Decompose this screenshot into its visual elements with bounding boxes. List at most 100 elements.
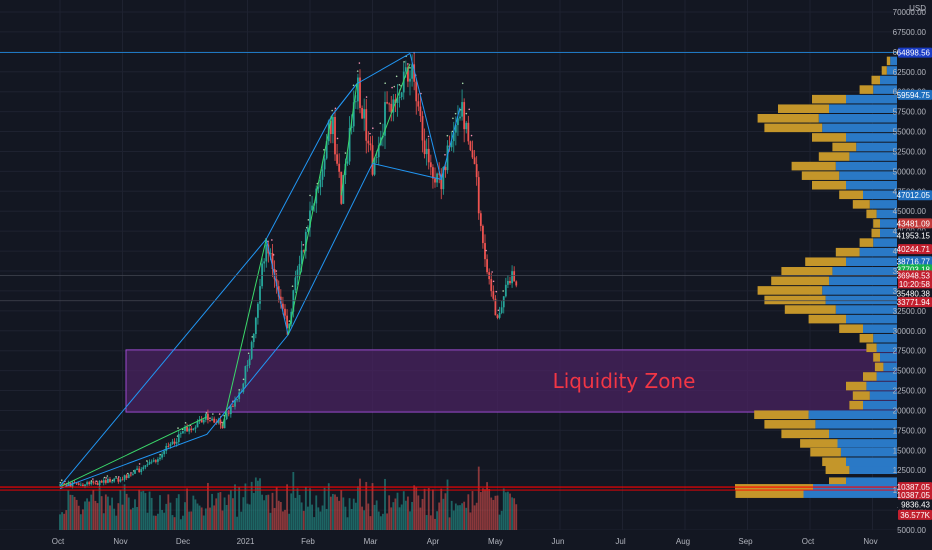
volume-bar-158 [388, 495, 391, 530]
candle-body-208 [492, 291, 495, 299]
vp-up-6 [829, 429, 897, 439]
signal-dot-143 [356, 70, 359, 72]
vp-down-29 [866, 209, 877, 219]
candle-body-65 [194, 427, 197, 429]
y-tick-7: 52500.00 [893, 147, 927, 156]
volume-bar-141 [352, 498, 355, 530]
volume-bar-198 [471, 491, 474, 530]
candle-body-66 [196, 421, 199, 428]
candle-body-68 [200, 419, 203, 423]
vp-up-0 [803, 489, 897, 498]
candle-body-191 [457, 118, 459, 126]
signal-dot-154 [379, 122, 382, 125]
signal-dot-57 [177, 427, 179, 429]
volume-bar-62 [188, 511, 191, 530]
y-tick-26: 5000.00 [897, 526, 926, 535]
candle-body-117 [302, 250, 305, 252]
signal-dot-165 [403, 61, 405, 63]
volume-bar-197 [469, 512, 472, 530]
candle-body-20 [100, 480, 103, 483]
y-tick-19: 22500.00 [893, 387, 927, 396]
vp-up-17 [863, 324, 897, 333]
volume-bar-65 [194, 499, 197, 530]
candle-body-49 [161, 454, 163, 458]
volume-bar-120 [309, 488, 311, 530]
volume-bar-189 [452, 510, 455, 530]
signal-dot-16 [92, 478, 94, 480]
volume-bar-77 [219, 492, 222, 530]
vp-down-12 [863, 372, 877, 381]
candle-body-167 [407, 67, 409, 82]
candle-body-136 [342, 175, 345, 204]
vp-up-7 [815, 420, 897, 429]
candle-body-27 [115, 477, 118, 479]
candle-body-3 [65, 484, 68, 486]
candle-body-57 [177, 434, 180, 443]
volume-bar-169 [411, 501, 413, 530]
horizontal-lines [0, 52, 897, 491]
y-tick-8: 50000.00 [893, 167, 927, 176]
candle-body-205 [486, 259, 488, 273]
candle-body-2 [63, 483, 66, 485]
volume-bar-66 [196, 503, 199, 530]
candle-body-77 [219, 419, 222, 425]
vp-up-13 [883, 362, 897, 372]
pattern-line-3 [331, 83, 358, 116]
candle-body-35 [132, 473, 134, 475]
signal-dot-207 [491, 271, 493, 273]
volume-bar-161 [394, 498, 397, 530]
volume-bar-85 [236, 516, 238, 530]
volume-bar-48 [159, 495, 161, 530]
volume-bar-17 [94, 500, 97, 530]
candle-body-184 [442, 167, 445, 190]
candle-body-55 [173, 441, 176, 444]
volume-bar-203 [482, 488, 484, 530]
volume-bar-140 [350, 509, 353, 530]
y-tick-16: 30000.00 [893, 327, 927, 336]
vp-up-2 [849, 465, 897, 475]
price-badge-13 [898, 489, 932, 500]
candle-body-16 [92, 481, 95, 483]
volume-bar-91 [248, 504, 251, 530]
volume-bar-107 [282, 511, 284, 530]
vp-down-10 [852, 391, 870, 400]
time-axis[interactable]: Oct Nov Dec 2021 Feb Mar Apr May Jun Jul Aug Sep Oct… [0, 530, 897, 550]
volume-bar-139 [348, 498, 351, 530]
price-badge-2 [898, 190, 932, 201]
vp-down-21 [757, 286, 823, 295]
price-badge-8 [898, 270, 932, 281]
candle-body-182 [438, 173, 441, 175]
volume-bar-121 [311, 504, 313, 530]
vp-up-43 [880, 75, 897, 85]
signal-dot-205 [485, 249, 487, 252]
signal-dot-149 [369, 132, 371, 135]
candle-body-145 [361, 107, 363, 119]
volume-bar-162 [396, 492, 399, 530]
volume-bar-87 [240, 511, 243, 530]
candle-body-217 [511, 271, 513, 284]
volume-bar-74 [213, 505, 216, 530]
liquidity-zone: Liquidity Zone [125, 349, 898, 413]
candle-body-17 [94, 482, 97, 484]
y-tick-21: 17500.00 [893, 426, 927, 435]
candle-body-81 [227, 413, 230, 415]
vp-up-5 [837, 439, 897, 448]
candle-body-173 [419, 106, 422, 117]
signal-dot-137 [344, 152, 347, 154]
volume-bar-47 [157, 513, 159, 530]
volume-bar-35 [132, 507, 134, 530]
signal-dot-159 [391, 86, 393, 89]
volume-bar-5 [69, 494, 72, 530]
volume-bar-119 [307, 506, 309, 530]
volume-bar-2 [63, 513, 66, 530]
pattern-line-8 [372, 63, 411, 164]
vp-down-44 [881, 66, 887, 75]
vp-up-24 [846, 257, 897, 267]
vp-down-6 [781, 429, 829, 439]
vp-up-9 [863, 400, 897, 410]
x-tick-11: Sep [738, 537, 753, 546]
signal-dot-147 [365, 96, 368, 98]
y-tick-23: 12500.00 [893, 466, 927, 475]
signal-dot-100 [267, 240, 269, 243]
